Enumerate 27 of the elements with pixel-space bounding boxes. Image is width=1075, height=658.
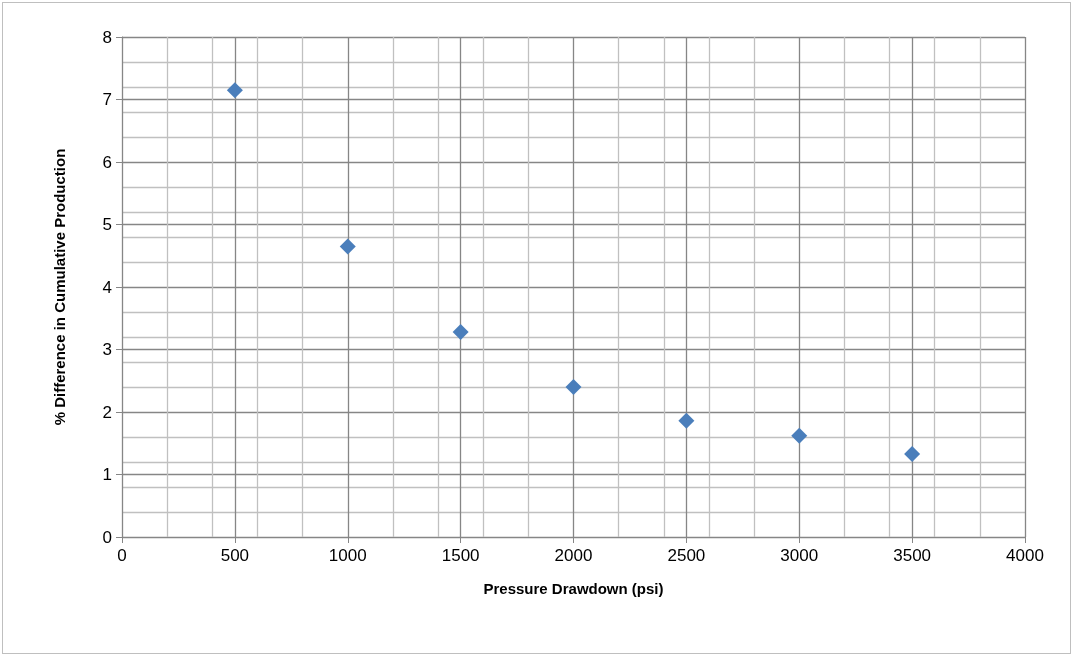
point — [678, 412, 695, 429]
y-tick-label: 0 — [102, 527, 112, 547]
x-tick-label: 1500 — [441, 546, 480, 565]
x-tick-label: 3000 — [780, 546, 819, 565]
point — [791, 427, 808, 444]
y-tick-label: 5 — [102, 215, 112, 234]
x-tick-label: 4000 — [1006, 546, 1044, 565]
y-tick-label: 3 — [102, 340, 112, 359]
x-tick-label: 500 — [220, 546, 250, 565]
x-tick-label: 2500 — [667, 546, 706, 565]
point — [226, 82, 243, 99]
point — [904, 445, 921, 462]
x-tick-label: 1000 — [328, 546, 367, 565]
y-tick-label: 2 — [102, 402, 112, 422]
y-axis-title: % Difference in Cumulative Production — [51, 148, 68, 426]
y-tick-label: 6 — [102, 152, 112, 172]
point — [339, 238, 356, 255]
y-tick-label: 1 — [102, 465, 112, 484]
x-tick-label: 2000 — [554, 546, 593, 565]
point — [565, 379, 582, 395]
x-tick-label: 3500 — [893, 546, 932, 565]
x-axis-title: Pressure Drawdown (psi) — [483, 580, 664, 597]
y-tick-label: 7 — [102, 90, 112, 109]
y-tick-label: 4 — [102, 277, 112, 297]
x-tick-label: 0 — [117, 546, 127, 565]
y-tick-label: 8 — [102, 27, 112, 47]
point — [452, 324, 469, 340]
